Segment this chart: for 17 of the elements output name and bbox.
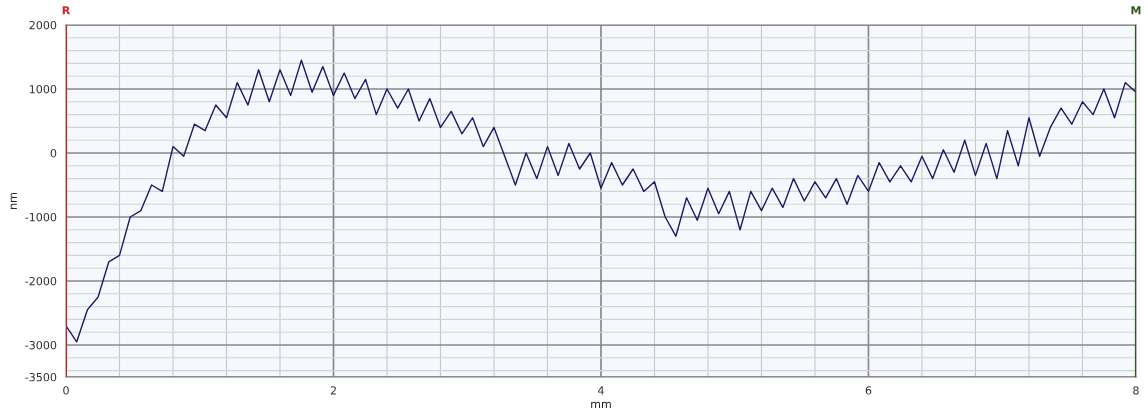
ref-line-label: M: [1131, 6, 1141, 15]
x-tick-label: 2: [330, 386, 336, 395]
x-axis-title: mm: [591, 401, 611, 408]
y-tick-label: -1000: [25, 212, 57, 222]
line-series: [66, 59, 1136, 343]
y-tick-label: 2000: [29, 20, 57, 30]
y-axis-title: nm: [10, 193, 17, 209]
y-tick-label: -3500: [25, 372, 57, 382]
x-tick-label: 8: [1133, 386, 1139, 395]
x-tick-label: 6: [865, 386, 872, 395]
y-tick-label: 0: [50, 148, 57, 158]
ref-line-label: R: [62, 6, 71, 15]
y-tick-label: -2000: [25, 276, 57, 286]
y-tick-label: 1000: [29, 84, 57, 94]
x-tick-label: 0: [63, 386, 69, 395]
x-tick-label: 4: [597, 386, 604, 395]
y-tick-label: -3000: [25, 340, 57, 350]
